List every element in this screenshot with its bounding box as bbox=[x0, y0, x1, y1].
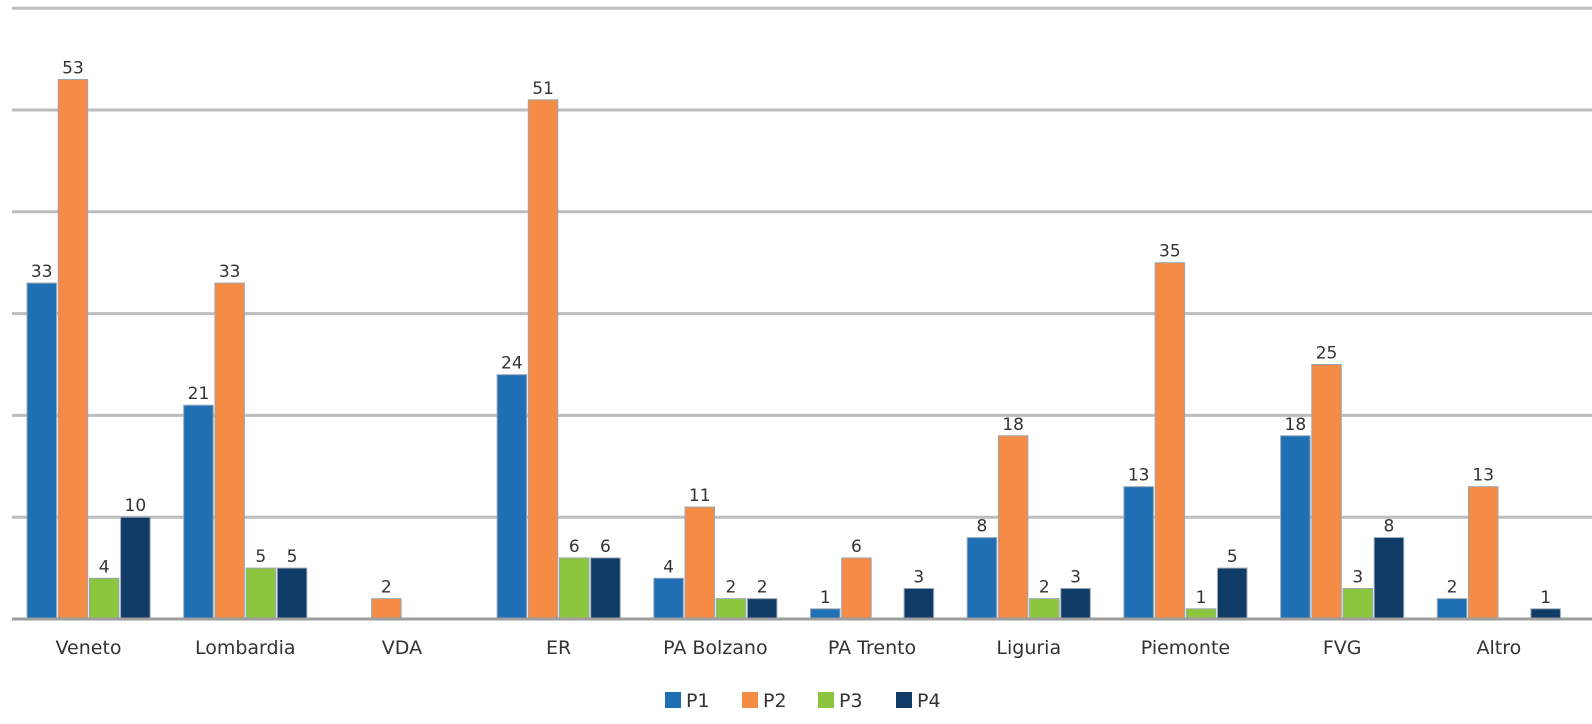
data-label-pa-bolzano-p4: 2 bbox=[757, 578, 768, 598]
legend-label-p1: P1 bbox=[686, 690, 710, 712]
data-label-fvg-p4: 8 bbox=[1384, 517, 1395, 537]
bar-lombardia-p3 bbox=[245, 567, 277, 620]
legend-swatch-p1 bbox=[665, 692, 681, 708]
data-label-pa-trento-p4: 3 bbox=[913, 567, 924, 587]
data-label-fvg-p3: 3 bbox=[1352, 567, 1363, 587]
bar-pa-trento-p2 bbox=[841, 557, 872, 620]
category-label-fvg: FVG bbox=[1323, 637, 1362, 659]
data-label-liguria-p1: 8 bbox=[977, 517, 988, 537]
bar-pa-trento-p4 bbox=[903, 587, 935, 620]
category-label-vda: VDA bbox=[382, 637, 422, 659]
data-label-veneto-p4: 10 bbox=[125, 496, 147, 516]
data-label-piemonte-p4: 5 bbox=[1227, 547, 1238, 567]
data-label-veneto-p1: 33 bbox=[31, 262, 53, 282]
bar-liguria-p2 bbox=[997, 435, 1029, 620]
data-label-lombardia-p1: 21 bbox=[188, 384, 210, 404]
data-label-piemonte-p2: 35 bbox=[1159, 242, 1181, 262]
bar-veneto-p1 bbox=[26, 282, 57, 620]
bar-fvg-p4 bbox=[1373, 537, 1405, 620]
data-label-lombardia-p4: 5 bbox=[287, 547, 298, 567]
bar-altro-p2 bbox=[1468, 486, 1499, 620]
data-label-vda-p2: 2 bbox=[381, 578, 392, 598]
bar-altro-p4 bbox=[1530, 608, 1561, 620]
bar-piemonte-p1 bbox=[1123, 486, 1154, 620]
data-label-fvg-p2: 25 bbox=[1316, 344, 1338, 364]
bar-er-p1 bbox=[496, 374, 528, 620]
legend-label-p2: P2 bbox=[763, 690, 787, 712]
bar-pa-bolzano-p2 bbox=[684, 506, 715, 620]
data-label-altro-p4: 1 bbox=[1540, 588, 1551, 608]
data-label-pa-trento-p2: 6 bbox=[851, 537, 862, 557]
bar-liguria-p1 bbox=[966, 537, 998, 620]
bar-lombardia-p2 bbox=[214, 282, 245, 620]
bar-fvg-p1 bbox=[1280, 435, 1311, 620]
data-label-er-p2: 51 bbox=[532, 79, 554, 99]
grid-lines bbox=[12, 6, 1592, 519]
data-label-altro-p1: 2 bbox=[1447, 578, 1458, 598]
category-label-veneto: Veneto bbox=[56, 637, 122, 659]
bar-veneto-p4 bbox=[120, 516, 151, 620]
data-label-pa-bolzano-p3: 2 bbox=[726, 578, 737, 598]
bar-pa-trento-p1 bbox=[810, 608, 841, 620]
data-label-liguria-p2: 18 bbox=[1002, 415, 1024, 435]
category-label-pa-trento: PA Trento bbox=[828, 637, 916, 659]
data-label-piemonte-p3: 1 bbox=[1196, 588, 1207, 608]
bar-lombardia-p4 bbox=[276, 567, 308, 620]
legend-label-p4: P4 bbox=[917, 690, 941, 712]
data-label-veneto-p2: 53 bbox=[62, 58, 84, 78]
bar-piemonte-p2 bbox=[1154, 262, 1186, 620]
legend-swatch-p3 bbox=[818, 692, 834, 708]
data-label-er-p1: 24 bbox=[501, 354, 523, 374]
data-label-fvg-p1: 18 bbox=[1285, 415, 1307, 435]
category-label-liguria: Liguria bbox=[996, 637, 1061, 659]
bar-liguria-p3 bbox=[1029, 598, 1060, 620]
data-label-er-p4: 6 bbox=[600, 537, 611, 557]
data-label-lombardia-p2: 33 bbox=[219, 262, 241, 282]
bar-altro-p1 bbox=[1436, 598, 1468, 620]
data-label-veneto-p3: 4 bbox=[99, 557, 110, 577]
bar-vda-p2 bbox=[371, 598, 402, 620]
bar-veneto-p2 bbox=[57, 78, 89, 620]
category-label-piemonte: Piemonte bbox=[1141, 637, 1230, 659]
bar-veneto-p3 bbox=[88, 577, 120, 620]
bar-er-p3 bbox=[559, 557, 590, 620]
legend-swatch-p4 bbox=[896, 692, 912, 708]
data-label-pa-trento-p1: 1 bbox=[820, 588, 831, 608]
bar-pa-bolzano-p4 bbox=[746, 598, 778, 620]
bar-lombardia-p1 bbox=[183, 404, 214, 620]
bar-fvg-p3 bbox=[1342, 587, 1373, 620]
category-label-er: ER bbox=[546, 637, 571, 659]
data-label-piemonte-p1: 13 bbox=[1128, 466, 1150, 486]
category-label-altro: Altro bbox=[1476, 637, 1521, 659]
bar-piemonte-p4 bbox=[1217, 567, 1248, 620]
bar-piemonte-p3 bbox=[1185, 608, 1217, 620]
bars-group bbox=[26, 78, 1561, 620]
category-label-pa-bolzano: PA Bolzano bbox=[663, 637, 768, 659]
legend-swatch-p2 bbox=[742, 692, 758, 708]
data-label-lombardia-p3: 5 bbox=[255, 547, 266, 567]
bar-er-p4 bbox=[590, 557, 621, 620]
data-label-liguria-p3: 2 bbox=[1039, 578, 1050, 598]
bar-fvg-p2 bbox=[1311, 364, 1342, 620]
bar-pa-bolzano-p1 bbox=[653, 577, 684, 620]
data-label-pa-bolzano-p1: 4 bbox=[663, 557, 674, 577]
data-label-er-p3: 6 bbox=[569, 537, 580, 557]
legend-label-p3: P3 bbox=[839, 690, 863, 712]
data-label-pa-bolzano-p2: 11 bbox=[689, 486, 711, 506]
category-labels-group: Veneto Lombardia VDA ER PA Bolzano PA Trento L… bbox=[56, 637, 1522, 659]
data-label-altro-p2: 13 bbox=[1472, 466, 1494, 486]
legend: P1 P2 P3 P4 bbox=[665, 690, 941, 712]
bar-liguria-p4 bbox=[1060, 587, 1091, 620]
bar-pa-bolzano-p3 bbox=[715, 598, 747, 620]
data-label-liguria-p4: 3 bbox=[1070, 567, 1081, 587]
category-label-lombardia: Lombardia bbox=[195, 637, 296, 659]
bar-er-p2 bbox=[527, 99, 559, 620]
